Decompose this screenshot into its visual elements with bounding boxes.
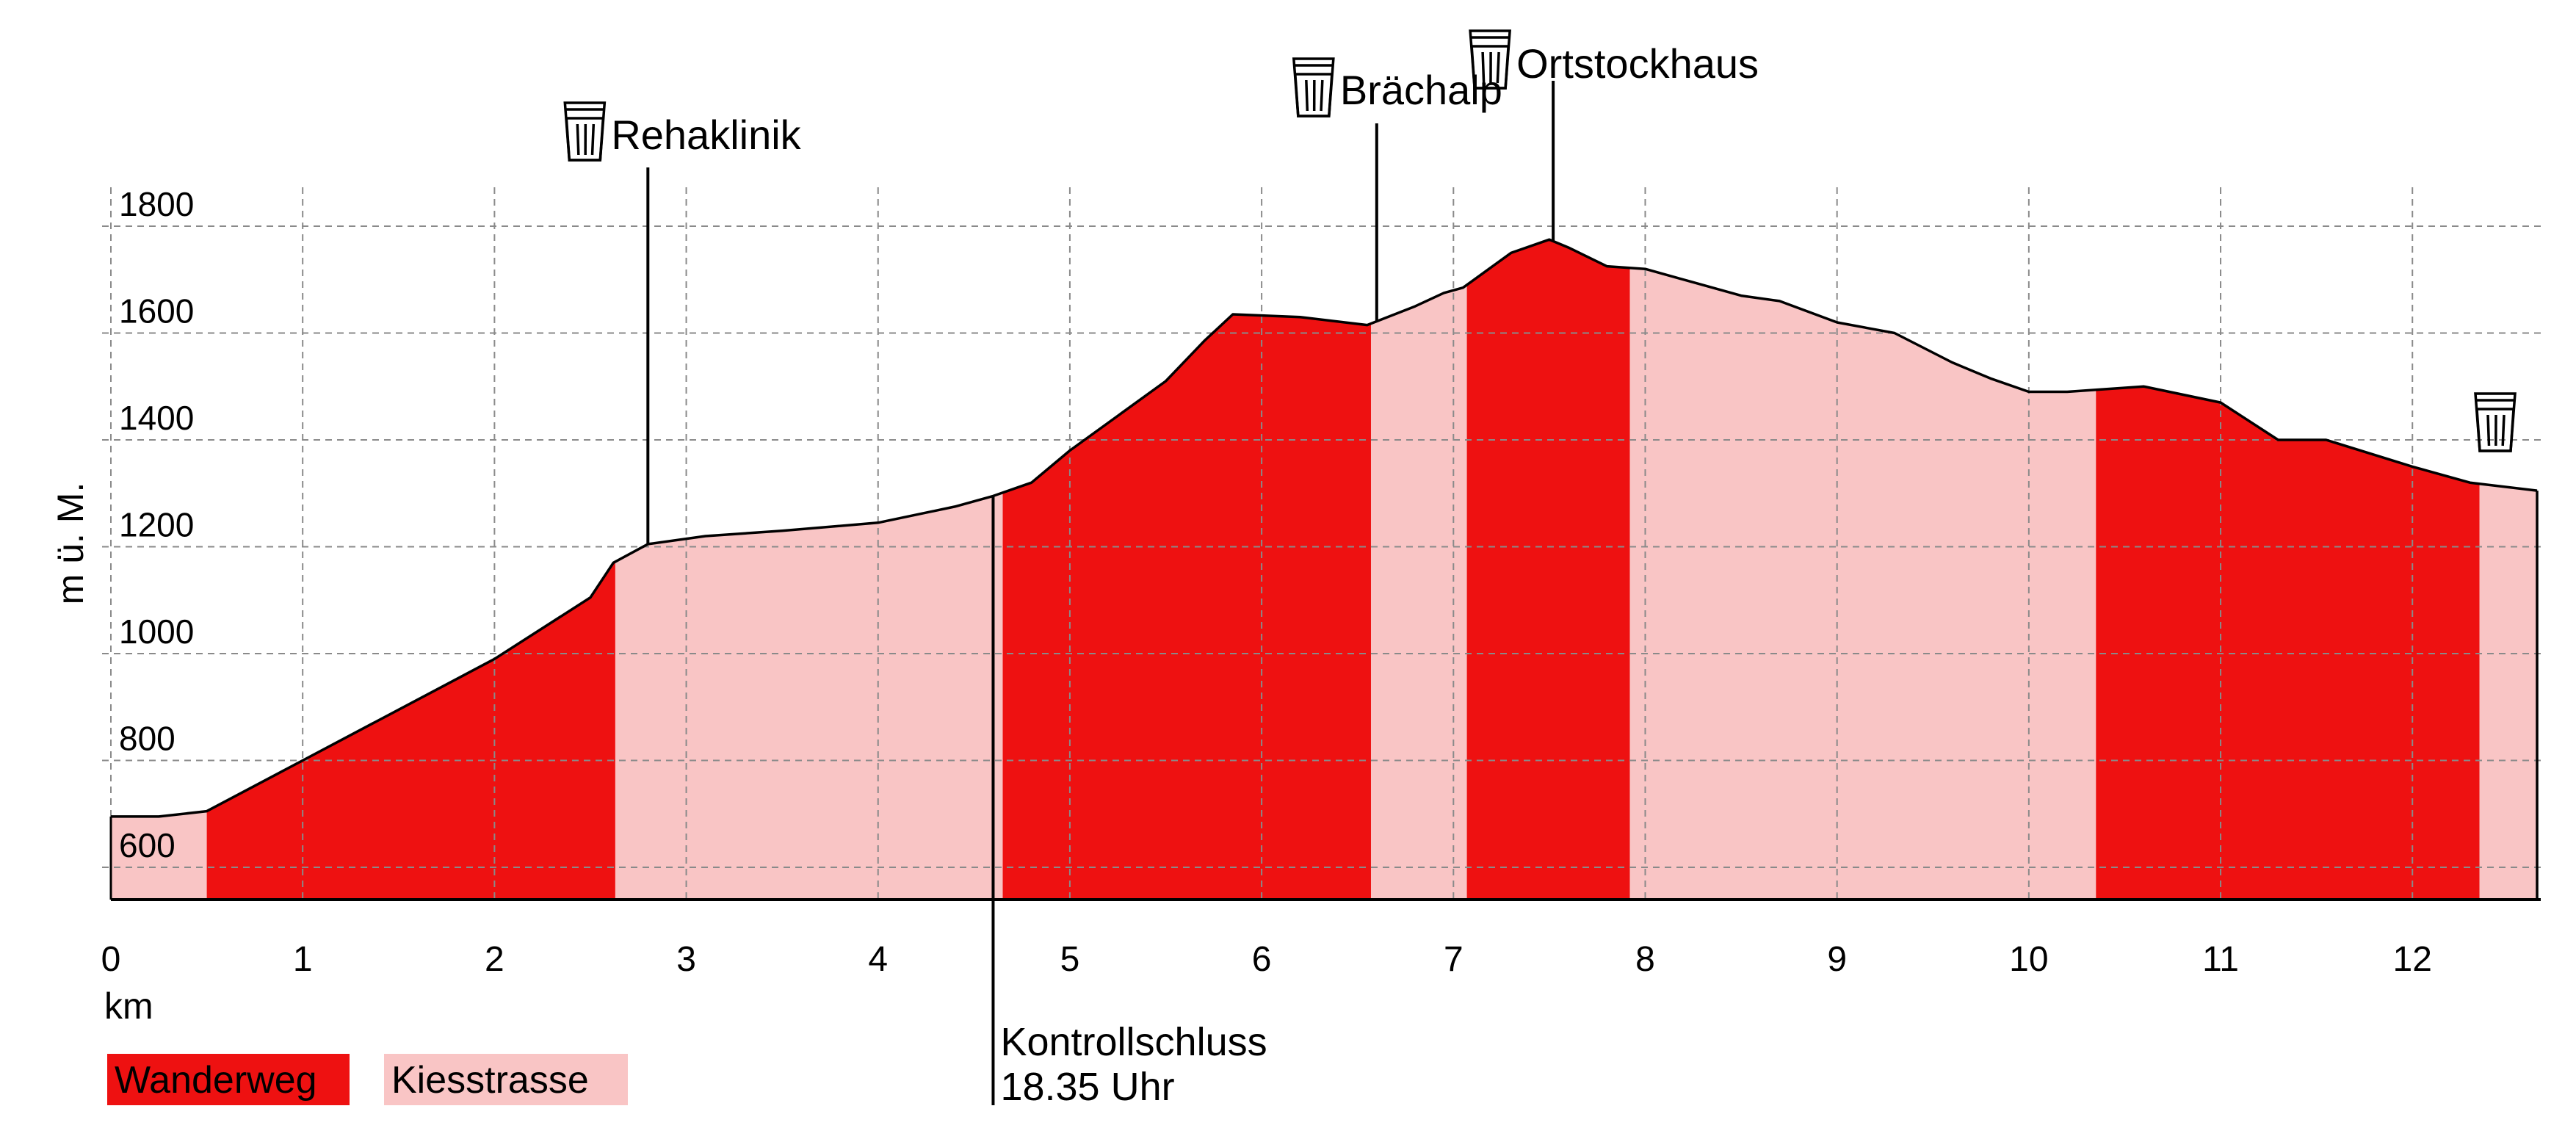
legend: Wanderweg Kiesstrasse xyxy=(107,1054,628,1105)
segment-wanderweg-7 xyxy=(2096,239,2480,900)
poi-label-2: Ortstockhaus xyxy=(1516,40,1759,87)
y-tick-label-600: 600 xyxy=(119,826,176,864)
x-tick-label-5: 5 xyxy=(1060,940,1080,979)
segment-kiesstrasse-6 xyxy=(1629,239,2096,900)
segment-kiesstrasse-0 xyxy=(111,239,207,900)
grid-lines xyxy=(102,187,2541,900)
y-tick-label-1800: 1800 xyxy=(119,185,194,223)
x-axis-title: km xyxy=(104,986,153,1027)
y-axis-title: m ü. M. xyxy=(50,482,91,605)
cup-icon xyxy=(1292,57,1335,118)
y-tick-label-1200: 1200 xyxy=(119,506,194,544)
x-tick-label-0: 0 xyxy=(101,940,121,979)
x-tick-label-6: 6 xyxy=(1252,940,1272,979)
x-tick-label-4: 4 xyxy=(868,940,888,979)
x-tick-label-11: 11 xyxy=(2202,940,2239,979)
segment-kiesstrasse-4 xyxy=(1370,239,1467,900)
control-point-time: 18.35 Uhr xyxy=(1000,1065,1174,1109)
x-tick-label-9: 9 xyxy=(1827,940,1847,979)
poi-label-0: Rehaklinik xyxy=(611,112,801,158)
legend-label-kiesstrasse: Kiesstrasse xyxy=(391,1059,589,1102)
segment-wanderweg-5 xyxy=(1466,239,1630,900)
terrain-fill-segments xyxy=(111,239,2537,900)
legend-label-wanderweg: Wanderweg xyxy=(115,1059,317,1102)
x-tick-label-1: 1 xyxy=(293,940,313,979)
y-tick-label-1400: 1400 xyxy=(119,399,194,437)
y-axis-ticks: 600 800 1000 1200 1400 1600 1800 xyxy=(119,185,194,864)
x-tick-label-7: 7 xyxy=(1444,940,1464,979)
cup-icon xyxy=(563,101,607,162)
x-tick-label-2: 2 xyxy=(485,940,504,979)
y-tick-label-1000: 1000 xyxy=(119,612,194,651)
segment-wanderweg-1 xyxy=(206,239,615,900)
segment-wanderweg-3 xyxy=(1002,239,1371,900)
cup-icon xyxy=(1469,29,1512,90)
legend-swatch-kiesstrasse xyxy=(384,1054,628,1105)
elevation-profile-line xyxy=(111,238,2538,818)
x-tick-label-12: 12 xyxy=(2393,940,2432,979)
y-tick-label-1600: 1600 xyxy=(119,292,194,330)
x-tick-label-10: 10 xyxy=(2009,940,2048,979)
x-tick-label-3: 3 xyxy=(676,940,696,979)
legend-swatch-wanderweg xyxy=(107,1054,350,1105)
x-axis-ticks: 0 1 2 3 4 5 6 7 8 9 10 11 12 xyxy=(101,940,2432,979)
poi-label-1: Brächalp xyxy=(1340,67,1502,113)
x-tick-label-8: 8 xyxy=(1635,940,1655,979)
points-of-interest: Rehaklinik Brächalp Ortstockhaus xyxy=(563,29,2517,544)
control-point: Kontrollschluss 18.35 Uhr xyxy=(991,496,1267,1109)
cup-icon xyxy=(2474,392,2517,452)
control-point-label: Kontrollschluss xyxy=(1000,1020,1267,1064)
y-tick-label-800: 800 xyxy=(119,720,176,758)
